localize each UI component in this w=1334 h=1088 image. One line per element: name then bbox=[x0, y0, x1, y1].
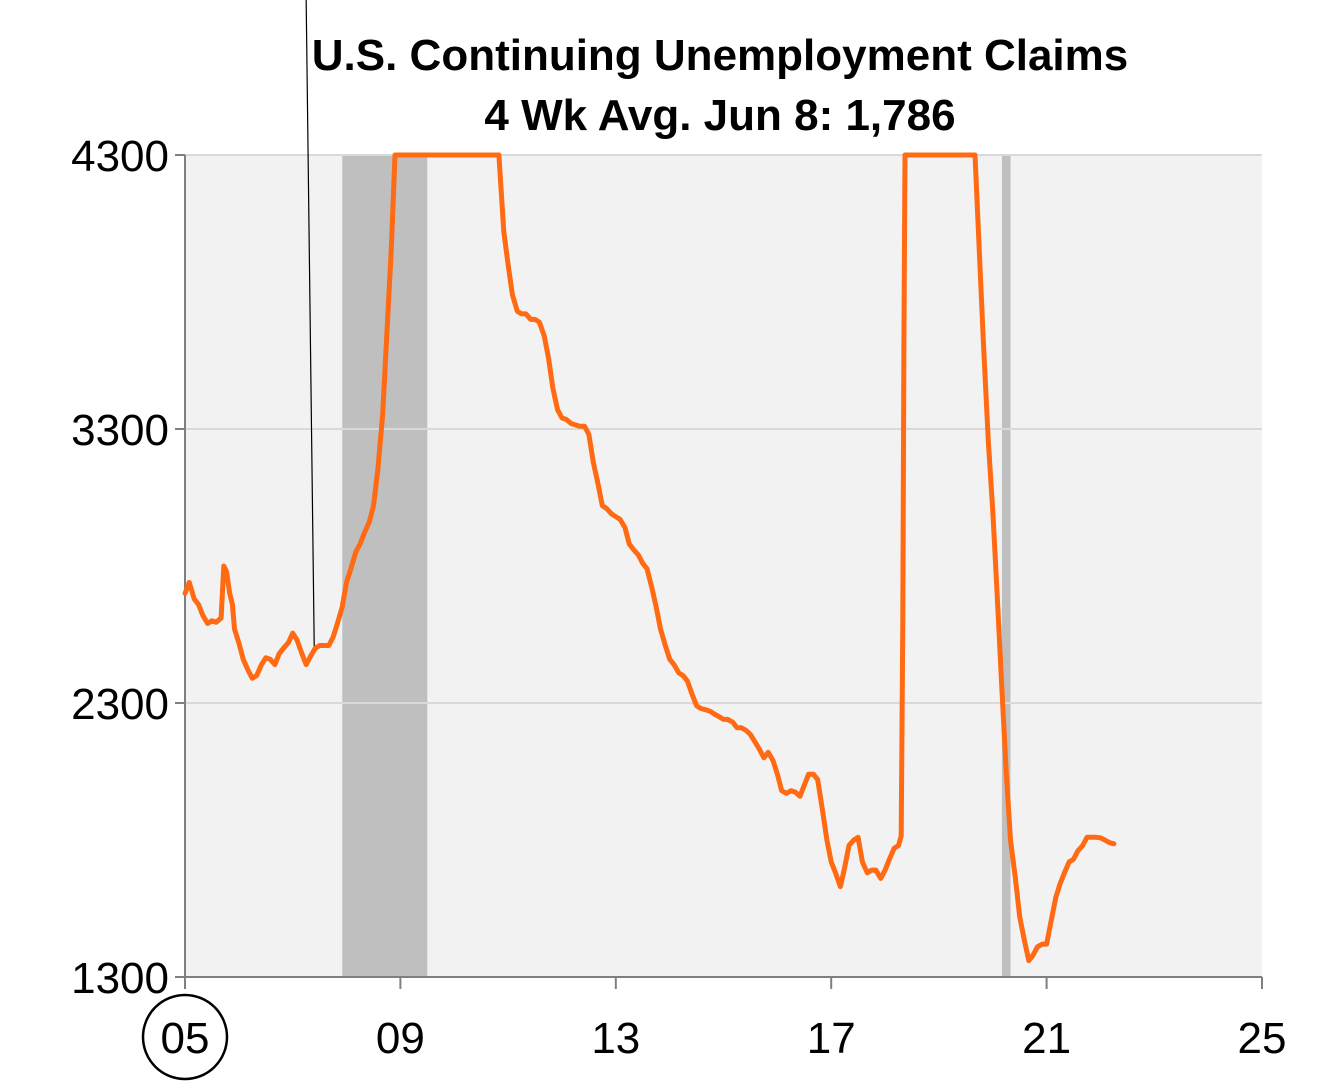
chart-subtitle: 4 Wk Avg. Jun 8: 1,786 bbox=[484, 91, 955, 140]
y-tick-label-3300: 3300 bbox=[71, 406, 169, 455]
x-tick-label-25: 25 bbox=[1238, 1014, 1287, 1063]
x-tick-label-09: 09 bbox=[376, 1014, 425, 1063]
recession-band-2 bbox=[1001, 155, 1011, 977]
x-tick-label-17: 17 bbox=[807, 1014, 856, 1063]
series-line bbox=[182, 152, 1117, 964]
y-tick-label-2300: 2300 bbox=[71, 680, 169, 729]
y-tick-label-1300: 1300 bbox=[71, 954, 169, 1003]
recession-band-1 bbox=[342, 155, 428, 977]
x-tick-label-13: 13 bbox=[591, 1014, 640, 1063]
x-tick-label-05: 05 bbox=[161, 1014, 210, 1063]
recession-shading bbox=[342, 155, 1011, 977]
annotation-line bbox=[305, 0, 315, 649]
x-tick-highlight-circle bbox=[141, 993, 229, 1081]
y-tick-label-4300: 4300 bbox=[71, 132, 169, 181]
axis-ticks: 1300 2300 3300 4300 05 09 13 17 21 25 bbox=[71, 132, 1287, 1081]
x-tick-label-21: 21 bbox=[1022, 1014, 1071, 1063]
gridlines bbox=[185, 154, 1262, 704]
chart-title: U.S. Continuing Unemployment Claims bbox=[312, 31, 1129, 80]
